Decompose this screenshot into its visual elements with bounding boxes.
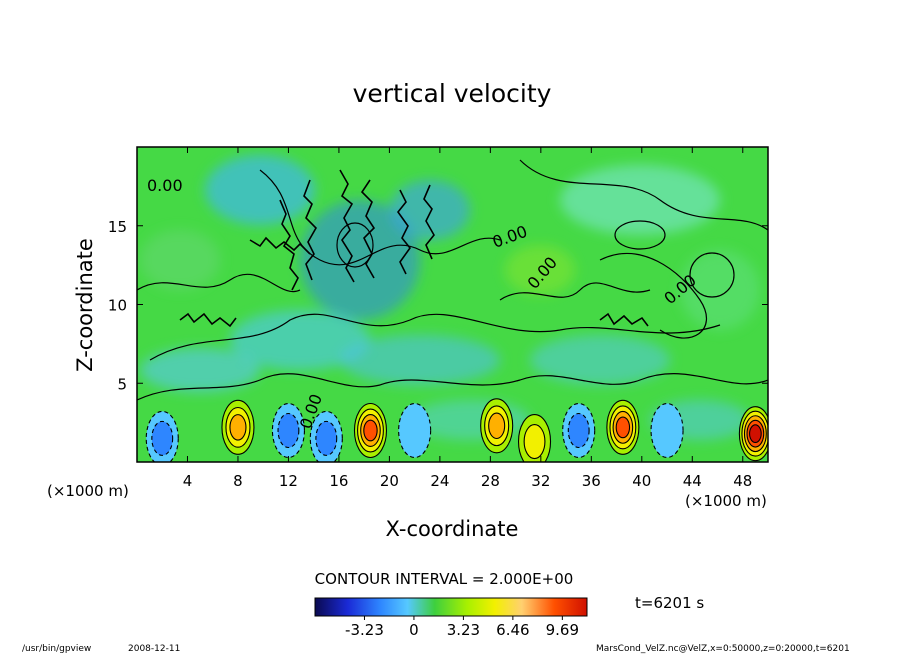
contour-line: [599, 252, 707, 339]
x-tick-label: 28: [481, 472, 500, 490]
x-axis-ticks: 4 8 12 16 20 24 28 32 36 40 44 48: [183, 147, 752, 490]
cell-ring: [615, 416, 631, 439]
contour-squiggle: [396, 189, 412, 275]
y-axis-ticks: 5 10 15: [108, 218, 768, 393]
cell-ring: [277, 412, 300, 449]
field-patch: [560, 165, 720, 235]
field-patch: [340, 335, 500, 385]
contour-line: [149, 313, 721, 361]
field-patch: [390, 180, 470, 240]
time-annotation: t=6201 s: [635, 594, 704, 612]
cells-layer: [145, 398, 768, 462]
updraft-cell: [480, 398, 514, 454]
contour-label: 0.00: [147, 176, 183, 195]
field-patch: [205, 155, 315, 225]
updraft-cell: [517, 413, 552, 462]
cell-ring: [398, 402, 432, 459]
x-axis-label: X-coordinate: [386, 517, 519, 541]
x-tick-label: 32: [531, 472, 550, 490]
contour-squiggle: [179, 312, 237, 328]
contour-squiggle: [360, 179, 376, 279]
field-texture: [140, 155, 760, 440]
noisy-contours: [179, 169, 649, 328]
updraft-cell: [221, 399, 255, 455]
chart-title: vertical velocity: [353, 79, 552, 108]
x-unit-left: (×1000 m): [47, 482, 129, 500]
cell-ring: [151, 420, 174, 456]
field-patch: [680, 250, 760, 330]
cell-ring: [315, 420, 338, 456]
contour-line: [519, 159, 768, 231]
updraft-cell: [738, 406, 768, 462]
x-tick-label: 24: [430, 472, 449, 490]
contour-loop: [336, 222, 374, 268]
plot-area: 0.00 0.00 0.00 0.00 0.00: [137, 147, 768, 462]
contour-interval: CONTOUR INTERVAL = 2.000E+00: [315, 570, 574, 588]
downdraft-cell: [398, 402, 432, 459]
downdraft-cell: [562, 402, 596, 459]
contour-lines: [137, 159, 768, 401]
x-tick-label: 44: [683, 472, 702, 490]
field-patch: [505, 245, 575, 295]
x-unit-right: (×1000 m): [685, 492, 767, 510]
colorbar-tick-label: 0: [409, 621, 419, 639]
colorbar-tick-label: 6.46: [496, 621, 529, 639]
field-patch: [230, 310, 370, 370]
field-patch: [140, 348, 260, 392]
contour-loop: [614, 220, 666, 250]
contour-squiggle: [303, 179, 317, 281]
contour-line: [499, 282, 651, 301]
contour-line: [259, 169, 501, 266]
colorbar-tick-label: 9.69: [546, 621, 579, 639]
x-tick-label: 48: [733, 472, 752, 490]
y-axis-label: Z-coordinate: [73, 238, 97, 372]
field-patch: [530, 335, 670, 385]
cell-ring: [749, 424, 762, 444]
cell-ring: [488, 412, 506, 440]
contour-line: [137, 373, 768, 401]
colorbar-ticks: -3.23 0 3.23 6.46 9.69: [345, 616, 579, 639]
contour-line: [137, 273, 301, 293]
footer-date: 2008-12-11: [128, 644, 180, 654]
contour-squiggle: [249, 236, 311, 255]
field-patch: [140, 230, 220, 290]
cell-ring: [650, 402, 684, 459]
downdraft-cell: [271, 402, 305, 459]
colorbar: -3.23 0 3.23 6.46 9.69: [314, 597, 588, 639]
cell-ring: [363, 419, 378, 442]
x-tick-label: 4: [183, 472, 193, 490]
downdraft-cell: [145, 410, 179, 462]
colorbar-tick-label: -3.23: [345, 621, 384, 639]
downdraft-cell: [650, 402, 684, 459]
contour-squiggle: [279, 199, 299, 291]
downdraft-cell: [309, 410, 343, 462]
updraft-cell: [353, 402, 388, 459]
cell-ring: [229, 414, 247, 441]
cell-ring: [567, 412, 590, 449]
cell-ring: [523, 423, 546, 460]
colorbar-tick-label: 3.23: [447, 621, 480, 639]
y-tick-label: 5: [117, 375, 127, 393]
x-tick-label: 8: [233, 472, 243, 490]
x-tick-label: 20: [380, 472, 399, 490]
y-tick-label: 10: [108, 297, 127, 315]
contour-squiggle: [339, 169, 355, 283]
contour-squiggle: [423, 184, 435, 260]
colorbar-gradient: [314, 597, 588, 617]
contour-loop: [689, 252, 735, 298]
footer-source: MarsCond_VelZ.nc@VelZ,x=0:50000,z=0:2000…: [596, 644, 850, 654]
y-tick-label: 15: [108, 218, 127, 236]
updraft-cell: [606, 399, 640, 455]
contour-squiggle: [599, 312, 649, 327]
footer-program: /usr/bin/gpview: [22, 644, 91, 654]
x-tick-label: 16: [329, 472, 348, 490]
x-tick-label: 12: [279, 472, 298, 490]
x-tick-label: 40: [632, 472, 651, 490]
x-tick-label: 36: [582, 472, 601, 490]
